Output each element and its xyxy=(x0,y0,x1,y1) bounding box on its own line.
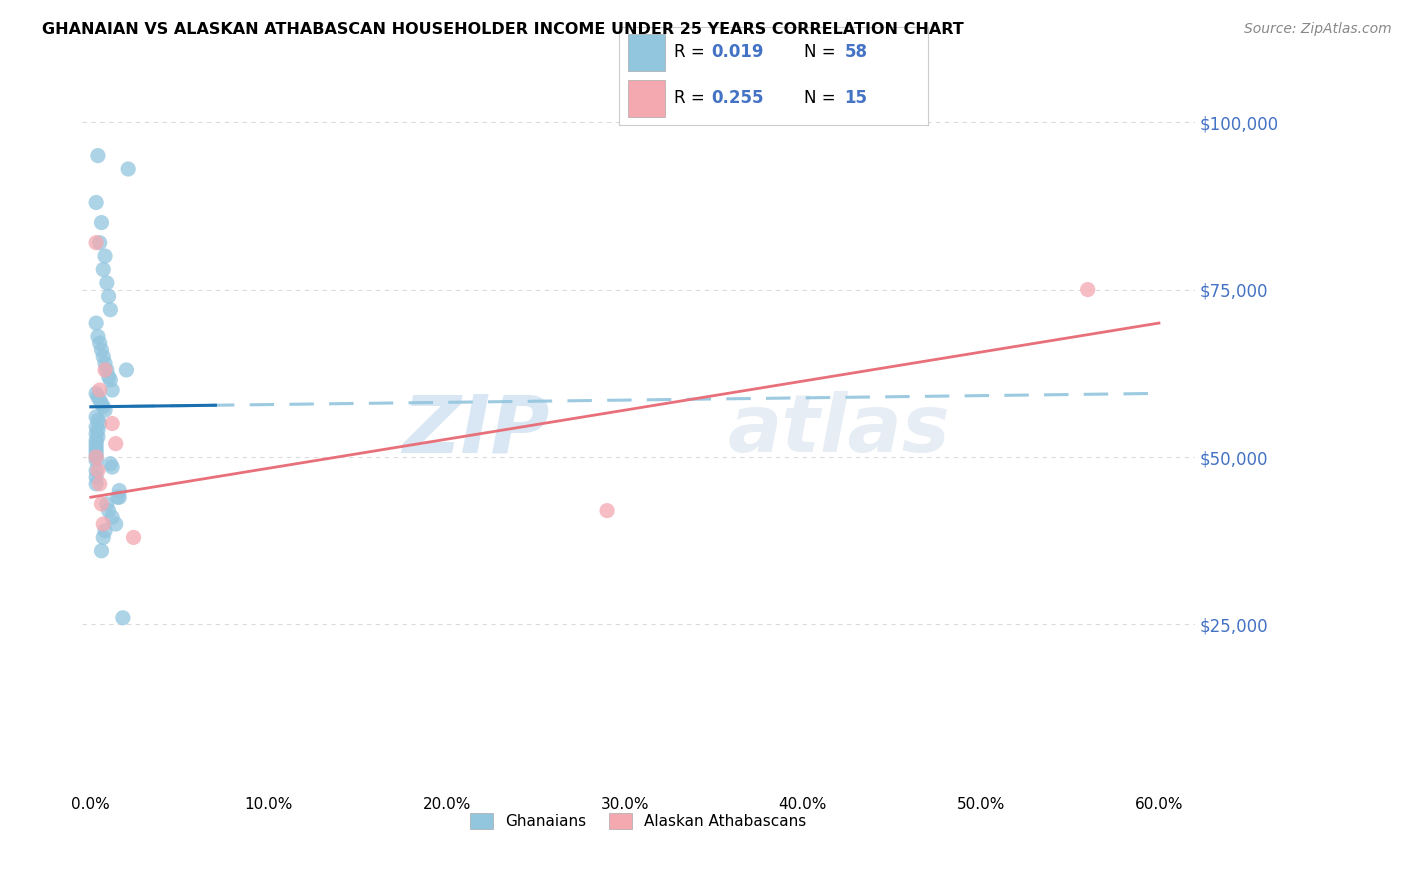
Point xyxy=(87,423,110,437)
Point xyxy=(90,216,112,230)
Point xyxy=(108,490,131,504)
Point xyxy=(101,510,124,524)
Point xyxy=(87,430,110,444)
Text: atlas: atlas xyxy=(727,392,950,469)
Point xyxy=(87,413,110,427)
Point xyxy=(89,383,111,397)
Point xyxy=(94,524,117,538)
Point xyxy=(104,516,127,531)
Legend: Ghanaians, Alaskan Athabascans: Ghanaians, Alaskan Athabascans xyxy=(464,806,813,835)
Point xyxy=(90,544,112,558)
Text: 58: 58 xyxy=(845,44,868,62)
Text: R =: R = xyxy=(675,89,710,107)
Point xyxy=(84,440,107,454)
Point xyxy=(94,403,117,417)
Point xyxy=(91,350,114,364)
Point xyxy=(91,516,114,531)
Point xyxy=(84,426,107,441)
Point xyxy=(108,483,131,498)
Text: GHANAIAN VS ALASKAN ATHABASCAN HOUSEHOLDER INCOME UNDER 25 YEARS CORRELATION CHA: GHANAIAN VS ALASKAN ATHABASCAN HOUSEHOLD… xyxy=(42,22,965,37)
FancyBboxPatch shape xyxy=(628,79,665,117)
Point xyxy=(84,316,107,330)
Point xyxy=(107,490,129,504)
Point xyxy=(84,463,107,477)
Point xyxy=(90,497,112,511)
Point xyxy=(87,329,110,343)
Point xyxy=(87,390,110,404)
Point xyxy=(84,453,107,467)
Point xyxy=(97,503,120,517)
Text: N =: N = xyxy=(804,89,841,107)
Point xyxy=(89,476,111,491)
Point xyxy=(1077,283,1099,297)
Point xyxy=(87,148,110,162)
Point xyxy=(96,497,118,511)
Text: 0.019: 0.019 xyxy=(711,44,763,62)
Point xyxy=(91,530,114,544)
Point xyxy=(91,400,114,414)
Point xyxy=(91,262,114,277)
Point xyxy=(90,396,112,410)
FancyBboxPatch shape xyxy=(628,34,665,71)
Point xyxy=(101,383,124,397)
Point xyxy=(89,393,111,408)
Point xyxy=(84,386,107,401)
Point xyxy=(89,336,111,351)
Point xyxy=(84,420,107,434)
Point xyxy=(90,343,112,357)
Point xyxy=(84,409,107,424)
Point xyxy=(84,443,107,458)
Point xyxy=(84,476,107,491)
Point xyxy=(97,369,120,384)
Point xyxy=(84,450,107,464)
Text: N =: N = xyxy=(804,44,841,62)
Text: 15: 15 xyxy=(845,89,868,107)
Text: 0.255: 0.255 xyxy=(711,89,763,107)
Point xyxy=(94,249,117,263)
Point xyxy=(84,235,107,250)
Point xyxy=(89,417,111,431)
Point xyxy=(104,436,127,450)
Point xyxy=(111,611,134,625)
Point xyxy=(84,450,107,464)
Point xyxy=(89,235,111,250)
Point xyxy=(100,457,122,471)
Point xyxy=(84,436,107,450)
Point xyxy=(115,363,138,377)
Point xyxy=(84,447,107,461)
Point xyxy=(96,276,118,290)
Point xyxy=(101,417,124,431)
Point xyxy=(94,363,117,377)
Point xyxy=(84,470,107,484)
Point xyxy=(96,363,118,377)
Text: R =: R = xyxy=(675,44,710,62)
Point xyxy=(84,434,107,448)
Point xyxy=(94,356,117,370)
Point xyxy=(122,530,145,544)
Text: ZIP: ZIP xyxy=(402,392,550,469)
Text: Source: ZipAtlas.com: Source: ZipAtlas.com xyxy=(1244,22,1392,37)
Point xyxy=(117,161,139,176)
Point xyxy=(97,289,120,303)
Point xyxy=(596,503,619,517)
Point xyxy=(87,463,110,477)
Point xyxy=(84,195,107,210)
Point xyxy=(100,373,122,387)
Point xyxy=(101,460,124,475)
Point xyxy=(100,302,122,317)
